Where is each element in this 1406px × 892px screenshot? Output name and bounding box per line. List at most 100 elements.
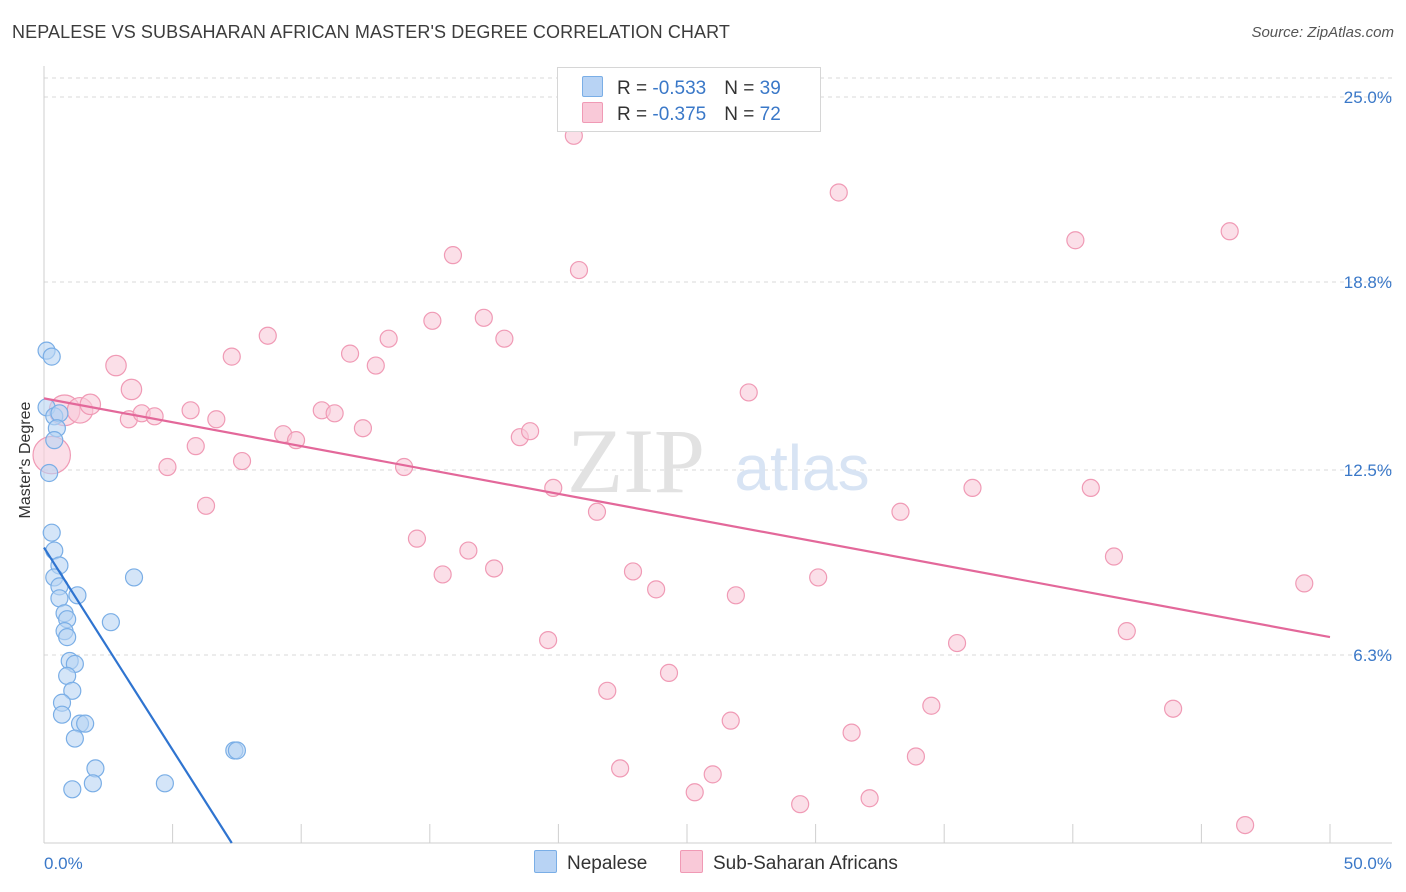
subsaharan-swatch: [582, 102, 603, 123]
n-label: N =: [724, 78, 760, 99]
subsaharan-point: [1117, 622, 1136, 641]
stats-legend: R = -0.533 N = 39 R = -0.375 N = 72: [557, 67, 821, 132]
nepalese-point: [63, 780, 82, 799]
subsaharan-point: [963, 478, 982, 498]
subsaharan-point: [443, 246, 463, 265]
subsaharan-point: [207, 410, 226, 429]
subsaharan-point: [1220, 222, 1239, 241]
nepalese-trendline: [43, 546, 233, 844]
legend-label: Sub-Saharan Africans: [713, 853, 898, 874]
subsaharan-point: [474, 308, 493, 327]
subsaharan-point: [791, 795, 810, 814]
subsaharan-point: [186, 437, 205, 456]
subsaharan-point: [79, 393, 102, 416]
subsaharan-point: [539, 630, 558, 650]
y-tick-label: 25.0%: [1344, 88, 1392, 107]
grid-layer: [44, 77, 1392, 656]
subsaharan-point: [222, 347, 241, 366]
subsaharan-point: [340, 344, 360, 363]
subsaharan-point: [569, 260, 589, 280]
nepalese-point: [86, 759, 105, 778]
r-value: -0.533: [652, 78, 707, 99]
nepalese-point: [58, 628, 77, 647]
nepalese-point: [52, 705, 72, 724]
nepalese-point: [68, 586, 87, 605]
subsaharan-point: [407, 529, 427, 548]
nepalese-point: [42, 523, 61, 542]
r-label: R =: [617, 78, 653, 99]
subsaharan-point: [181, 401, 200, 420]
subsaharan-point: [433, 565, 452, 584]
subsaharan-point: [739, 383, 758, 402]
subsaharan-point: [860, 789, 879, 808]
subsaharan-point: [587, 502, 607, 521]
legend-label: Nepalese: [567, 853, 648, 874]
nepalese-point: [76, 714, 95, 733]
nepalese-point: [45, 431, 64, 450]
nepalese-point: [124, 568, 144, 587]
subsaharan-point: [1081, 478, 1100, 498]
subsaharan-point: [145, 407, 164, 426]
subsaharan-point: [1164, 699, 1183, 718]
subsaharan-point: [611, 759, 630, 778]
x-tick-label: 50.0%: [1344, 854, 1392, 873]
trend-layer: [43, 397, 1331, 844]
subsaharan-point: [647, 580, 666, 599]
subsaharan-point: [947, 633, 967, 653]
nepalese-point: [101, 613, 120, 632]
legend-item-nepalese[interactable]: Nepalese: [534, 850, 647, 875]
subsaharan-point: [423, 311, 442, 330]
y-tick-label: 12.5%: [1344, 461, 1392, 480]
subsaharan-point: [258, 326, 277, 345]
subsaharan-point: [809, 568, 828, 587]
subsaharan-point: [459, 541, 478, 560]
subsaharan-point: [325, 404, 344, 423]
subsaharan-point: [623, 562, 643, 581]
watermark: ZIP atlas: [567, 410, 870, 512]
subsaharan-point: [659, 663, 679, 683]
subsaharan-point: [353, 419, 373, 438]
nepalese-swatch: [582, 76, 603, 97]
chart-title: NEPALESE VS SUBSAHARAN AFRICAN MASTER'S …: [12, 22, 730, 42]
subsaharan-point: [726, 586, 745, 605]
subsaharan-point: [891, 502, 910, 521]
subsaharan-point: [1236, 815, 1255, 835]
subsaharan-point: [120, 378, 143, 401]
subsaharan-point: [232, 451, 252, 471]
stats-row-subsaharan: R = -0.375 N = 72: [582, 102, 781, 126]
subsaharan-point: [495, 329, 514, 348]
subsaharan-point: [922, 696, 941, 715]
legend-item-subsaharan[interactable]: Sub-Saharan Africans: [680, 850, 898, 875]
n-label: N =: [724, 104, 760, 125]
subsaharan-trendline: [43, 397, 1331, 639]
source-note: Source: ZipAtlas.com: [1251, 24, 1394, 41]
nepalese-point: [83, 774, 102, 793]
r-value: -0.375: [652, 104, 707, 125]
x-tick-label: 0.0%: [44, 854, 83, 873]
nepalese-point: [40, 463, 59, 483]
nepalese-swatch: [534, 850, 557, 873]
subsaharan-point: [906, 747, 926, 766]
nepalese-point: [65, 729, 84, 748]
y-tick-label: 18.8%: [1344, 273, 1392, 292]
subsaharan-swatch: [680, 850, 703, 873]
subsaharan-point: [842, 723, 861, 742]
nepalese-point: [42, 347, 61, 366]
nepalese-point: [227, 741, 246, 760]
subsaharan-point: [366, 356, 385, 375]
subsaharan-point: [485, 559, 504, 578]
subsaharan-point: [196, 496, 216, 515]
subsaharan-point: [829, 183, 848, 202]
watermark-atlas: atlas: [734, 432, 869, 504]
subsaharan-point: [1066, 231, 1085, 250]
subsaharan-point: [703, 765, 722, 784]
subsaharan-point: [598, 681, 617, 700]
nepalese-point: [63, 681, 82, 700]
nepalese-point: [50, 404, 69, 423]
n-value: 39: [759, 78, 781, 99]
subsaharan-point: [1295, 574, 1314, 593]
subsaharan-point: [105, 354, 127, 377]
r-label: R =: [617, 104, 653, 125]
nepalese-point: [155, 774, 174, 793]
